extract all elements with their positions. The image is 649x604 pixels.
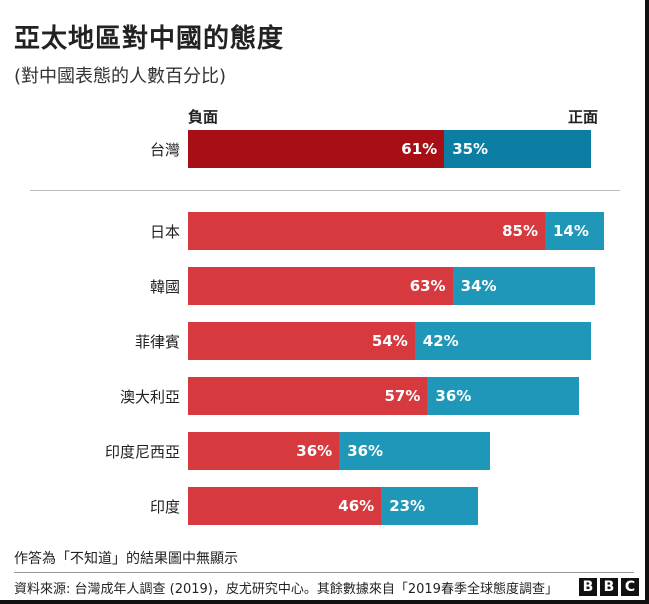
bbc-logo-letter: B [600, 578, 618, 596]
category-label: 印度尼西亞 [104, 443, 180, 461]
positive-bar: 34% [452, 267, 596, 305]
category-label: 台灣 [149, 141, 180, 159]
negative-value-label: 46% [338, 497, 375, 515]
positive-value-label: 35% [452, 140, 489, 158]
positive-value-label: 23% [389, 497, 426, 515]
positive-value-label: 42% [422, 332, 459, 350]
positive-bar: 36% [427, 377, 579, 415]
bbc-logo: B B C [579, 578, 639, 596]
negative-value-label: 61% [401, 140, 438, 158]
bbc-logo-letter: C [621, 578, 639, 596]
positive-value-label: 34% [460, 277, 497, 295]
positive-bar: 42% [414, 322, 592, 360]
category-label: 澳大利亞 [119, 388, 180, 406]
category-label: 日本 [149, 223, 180, 241]
category-label: 菲律賓 [134, 333, 180, 351]
negative-bar: 54% [188, 322, 415, 360]
category-label: 印度 [149, 498, 180, 516]
chart-subtitle: (對中國表態的人數百分比) [14, 66, 227, 87]
positive-axis-label: 正面 [568, 108, 599, 126]
negative-value-label: 36% [296, 442, 333, 460]
bbc-logo-letter: B [579, 578, 597, 596]
category-label: 韓國 [149, 278, 180, 296]
positive-value-label: 14% [553, 222, 589, 240]
negative-axis-label: 負面 [188, 108, 219, 126]
negative-value-label: 57% [384, 387, 421, 405]
negative-bar: 61% [188, 130, 445, 168]
positive-bar: 23% [381, 487, 478, 525]
negative-bar: 57% [188, 377, 428, 415]
positive-bar: 36% [339, 432, 491, 470]
negative-value-label: 54% [371, 332, 408, 350]
chart-title: 亞太地區對中國的態度 [14, 24, 285, 54]
source-rule [14, 572, 634, 573]
source-text: 資料來源: 台灣成年人調查 (2019)，皮尤研究中心。其餘數據來自「2019春… [14, 582, 558, 597]
positive-bar: 14% [545, 212, 604, 250]
negative-bar: 63% [188, 267, 453, 305]
negative-bar: 85% [188, 212, 545, 250]
positive-value-label: 36% [435, 387, 472, 405]
positive-value-label: 36% [347, 442, 384, 460]
negative-bar: 36% [188, 432, 340, 470]
divider-line [30, 190, 620, 191]
negative-bar: 46% [188, 487, 382, 525]
negative-value-label: 85% [502, 222, 538, 240]
negative-value-label: 63% [409, 277, 446, 295]
footnote: 作答為「不知道」的結果圖中無顯示 [14, 551, 238, 567]
positive-bar: 35% [444, 130, 592, 168]
